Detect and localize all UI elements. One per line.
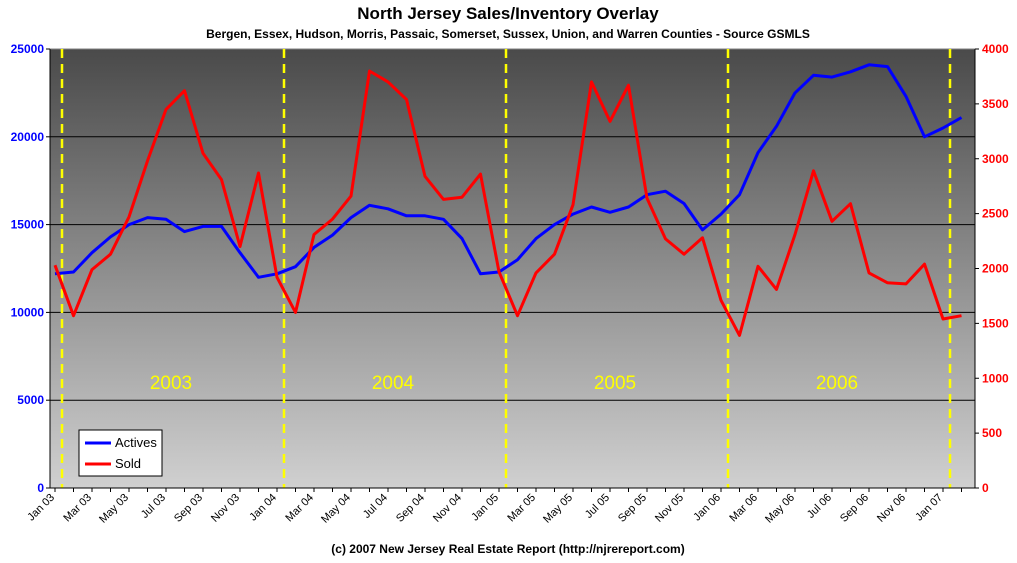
y-tick-label-right: 4000	[982, 42, 1009, 56]
y-tick-label-left: 10000	[11, 305, 45, 319]
x-tick-label: May 06	[763, 492, 797, 526]
year-labels: 2003 2004 2005 2006	[150, 373, 858, 394]
x-tick-label: Mar 05	[505, 492, 538, 525]
series-line-actives	[54, 63, 963, 279]
plot-area	[49, 48, 976, 489]
year-label: 2003	[150, 373, 192, 394]
chart-subtitle: Bergen, Essex, Hudson, Morris, Passaic, …	[206, 27, 810, 41]
y-tick-label-right: 500	[982, 426, 1002, 440]
gridlines	[50, 136, 975, 401]
x-tick-label: Nov 04	[431, 492, 464, 525]
legend: Actives Sold	[78, 429, 163, 477]
y-tick-label-right: 2500	[982, 207, 1009, 221]
y-tick-label-left: 20000	[11, 130, 45, 144]
x-tick-label: May 04	[319, 492, 353, 526]
year-label: 2006	[816, 373, 858, 394]
y-tick-label-left: 5000	[17, 393, 44, 407]
chart-footer: (c) 2007 New Jersey Real Estate Report (…	[331, 542, 684, 556]
x-tick-label: Sep 05	[616, 492, 649, 525]
x-tick-label: Jan 06	[691, 492, 723, 524]
year-label: 2005	[594, 373, 636, 394]
y-tick-label-right: 3000	[982, 152, 1009, 166]
x-tick-label: Sep 04	[394, 492, 427, 525]
x-tick-label: Jan 07	[913, 492, 945, 524]
y-tick-label-left: 0	[37, 481, 44, 495]
legend-label-actives: Actives	[115, 435, 157, 450]
y-tick-label-right: 1500	[982, 316, 1009, 330]
x-tick-label: Sep 03	[172, 492, 205, 525]
x-tick-label: Sep 06	[838, 492, 871, 525]
y-axis-left: 0 5000 10000 15000 20000 25000	[11, 42, 51, 495]
x-tick-label: Jan 03	[25, 492, 57, 524]
x-tick-label: Nov 03	[209, 492, 242, 525]
series-layer	[53, 63, 963, 337]
x-tick-label: Nov 05	[653, 492, 686, 525]
y-tick-label-left: 15000	[11, 218, 45, 232]
chart-title: North Jersey Sales/Inventory Overlay	[357, 4, 659, 23]
x-tick-label: Mar 03	[61, 492, 94, 525]
x-tick-label: Jul 03	[139, 492, 168, 521]
y-tick-label-left: 25000	[11, 42, 45, 56]
x-tick-label: Jan 04	[247, 492, 279, 524]
y-tick-label-right: 0	[982, 481, 989, 495]
x-tick-label: Jul 06	[805, 492, 834, 521]
x-tick-label: Mar 04	[283, 492, 316, 525]
y-tick-label-right: 3500	[982, 97, 1009, 111]
year-dividers	[60, 49, 952, 488]
x-tick-label: Jul 04	[361, 492, 390, 521]
x-tick-label: Nov 06	[875, 492, 908, 525]
x-tick-label: Jul 05	[583, 492, 612, 521]
legend-box	[78, 429, 163, 477]
y-axis-right: 0 500 1000 1500 2000 2500 3000 3500 4000	[974, 42, 1009, 495]
x-axis: Jan 03 Mar 03 May 03 Jul 03 Sep 03 Nov 03 Jan …	[25, 487, 975, 526]
x-tick-label: May 03	[97, 492, 131, 526]
x-tick-label: May 05	[541, 492, 575, 526]
y-tick-label-right: 1000	[982, 371, 1009, 385]
x-tick-label: Mar 06	[727, 492, 760, 525]
year-label: 2004	[372, 373, 415, 394]
legend-label-sold: Sold	[115, 456, 141, 471]
y-tick-label-right: 2000	[982, 262, 1009, 276]
x-tick-label: Jan 05	[469, 492, 501, 524]
series-line-sold	[53, 69, 962, 337]
